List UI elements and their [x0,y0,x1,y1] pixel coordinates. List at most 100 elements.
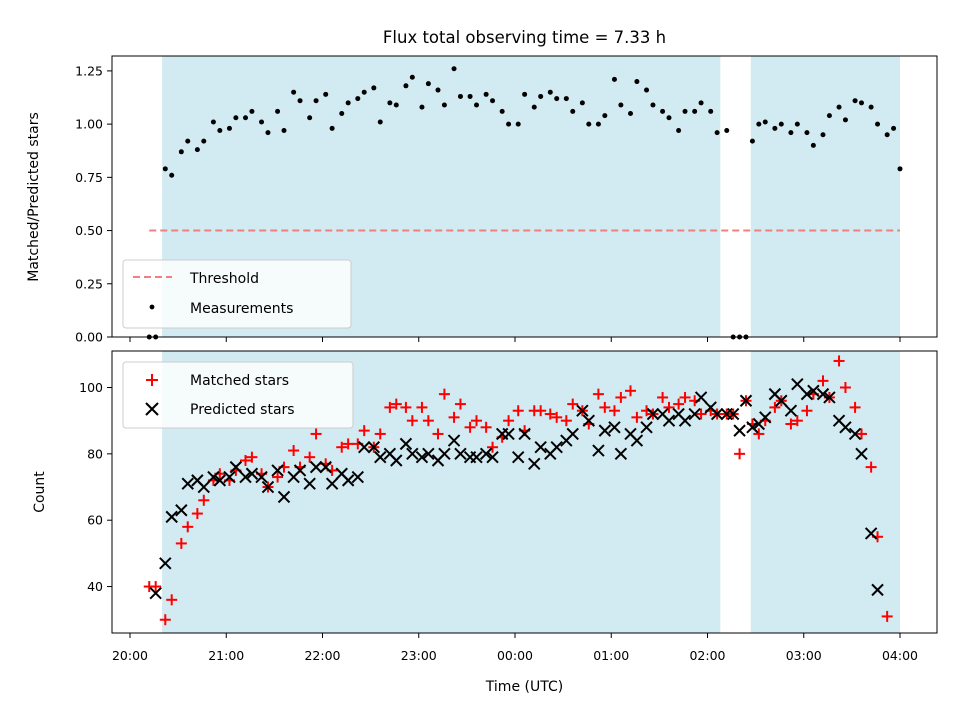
matched-star-point [753,428,765,440]
predicted-star-point [303,477,316,490]
measurement-point [547,89,553,95]
predicted-star-point [784,404,798,417]
bottom-x-ticks: 20:00 21:00 22:00 23:00 00:00 01:00 02:00 03:00… [112,633,918,663]
matched-star-point [374,428,386,440]
matched-star-point [567,398,579,410]
predicted-star-point [255,470,268,484]
matched-star-point [560,415,572,427]
x-tick-label: 21:00 [208,648,244,663]
predicted-star-point [470,450,483,464]
measurement-point [660,108,666,114]
measurement-point [355,96,361,102]
matched-star-point [358,425,370,437]
measurement-point [169,172,175,178]
measurement-point [859,100,864,106]
bottom-y-ticks: 40 60 80 100 [79,380,112,594]
matched-star-point [480,421,492,433]
measurement-point [226,125,232,131]
matched-star-point [272,471,284,483]
predicted-star-point [390,454,403,467]
predicted-star-point [839,421,852,434]
matched-star-point [551,411,563,423]
measurement-point [403,83,409,89]
measurement-point [810,142,816,148]
matched-star-point [791,415,803,427]
predicted-star-point [710,407,724,421]
measurement-point [611,76,617,82]
top-y-tick-label: 0.75 [75,170,103,185]
predicted-star-point [640,421,653,434]
matched-star-point [288,445,300,457]
predicted-star-point [550,441,563,454]
matched-star-point [336,441,348,453]
x-tick-label: 02:00 [689,648,725,663]
predicted-star-point [438,447,451,461]
measurement-point [875,121,881,127]
measurement-point [275,108,281,114]
measurement-point [515,121,521,127]
matched-star-point [400,401,412,413]
chart-title: Flux total observing time = 7.33 h [383,28,666,47]
predicted-star-point [864,527,878,540]
measurement-point [724,128,730,134]
matched-star-point [849,401,861,413]
predicted-star-point [733,424,746,437]
top-y-tick-label: 0.00 [75,330,103,345]
predicted-star-point [165,510,178,524]
predicted-star-point [175,504,188,517]
predicted-star-point [406,447,419,461]
top-y-tick-label: 0.50 [75,223,103,238]
measurement-point [891,125,897,131]
predicted-star-point [726,407,740,421]
predicted-star-point [325,477,339,490]
legend-predicted-label: Predicted stars [190,402,295,418]
measurement-point [281,128,287,134]
measurement-point [419,104,425,110]
predicted-star-point [662,414,676,427]
predicted-star-point [614,447,628,461]
measurement-point [425,81,431,87]
x-tick-label: 01:00 [593,648,629,663]
predicted-star-point [454,447,467,461]
measurement-point [788,130,794,136]
top-y-axis-label: Matched/Predicted stars [26,112,42,282]
predicted-star-point [739,394,753,407]
measurement-point [467,93,473,99]
measurement-point [217,128,223,134]
x-tick-label: 03:00 [786,648,822,663]
matched-star-point [657,391,669,403]
measurement-point [313,98,319,104]
matched-star-point [198,494,210,506]
top-panel: 0.00 0.25 0.50 0.75 1.00 1.25 Matched/Predict… [26,55,938,345]
predicted-star-point [229,460,243,474]
legend-matched-label: Matched stars [190,373,289,389]
measurement-point [323,91,329,97]
measurement-point [490,98,496,104]
top-y-ticks: 0.00 0.25 0.50 0.75 1.00 1.25 [75,63,112,345]
measurement-point [194,147,200,153]
measurement-point [185,138,191,144]
matched-star-point [464,421,476,433]
matched-star-point [592,388,604,400]
predicted-star-point [309,460,323,474]
legend-measurements-swatch [149,304,155,310]
measurement-point [377,119,383,125]
predicted-star-point [823,391,836,404]
measurement-point [178,149,184,155]
predicted-star-point [512,450,525,464]
matched-star-point [342,438,354,450]
x-tick-label: 22:00 [304,648,340,663]
measurement-point [201,138,207,144]
predicted-star-point [277,490,291,504]
matched-star-point [503,415,515,427]
predicted-star-point [807,384,820,398]
measurement-point [595,121,601,127]
predicted-star-point [608,421,621,434]
measurement-point [259,119,265,125]
matched-star-point [695,408,707,420]
measurement-point [361,89,367,95]
measurement-point [291,89,297,95]
predicted-star-point [271,464,284,477]
measurement-point [692,108,698,114]
